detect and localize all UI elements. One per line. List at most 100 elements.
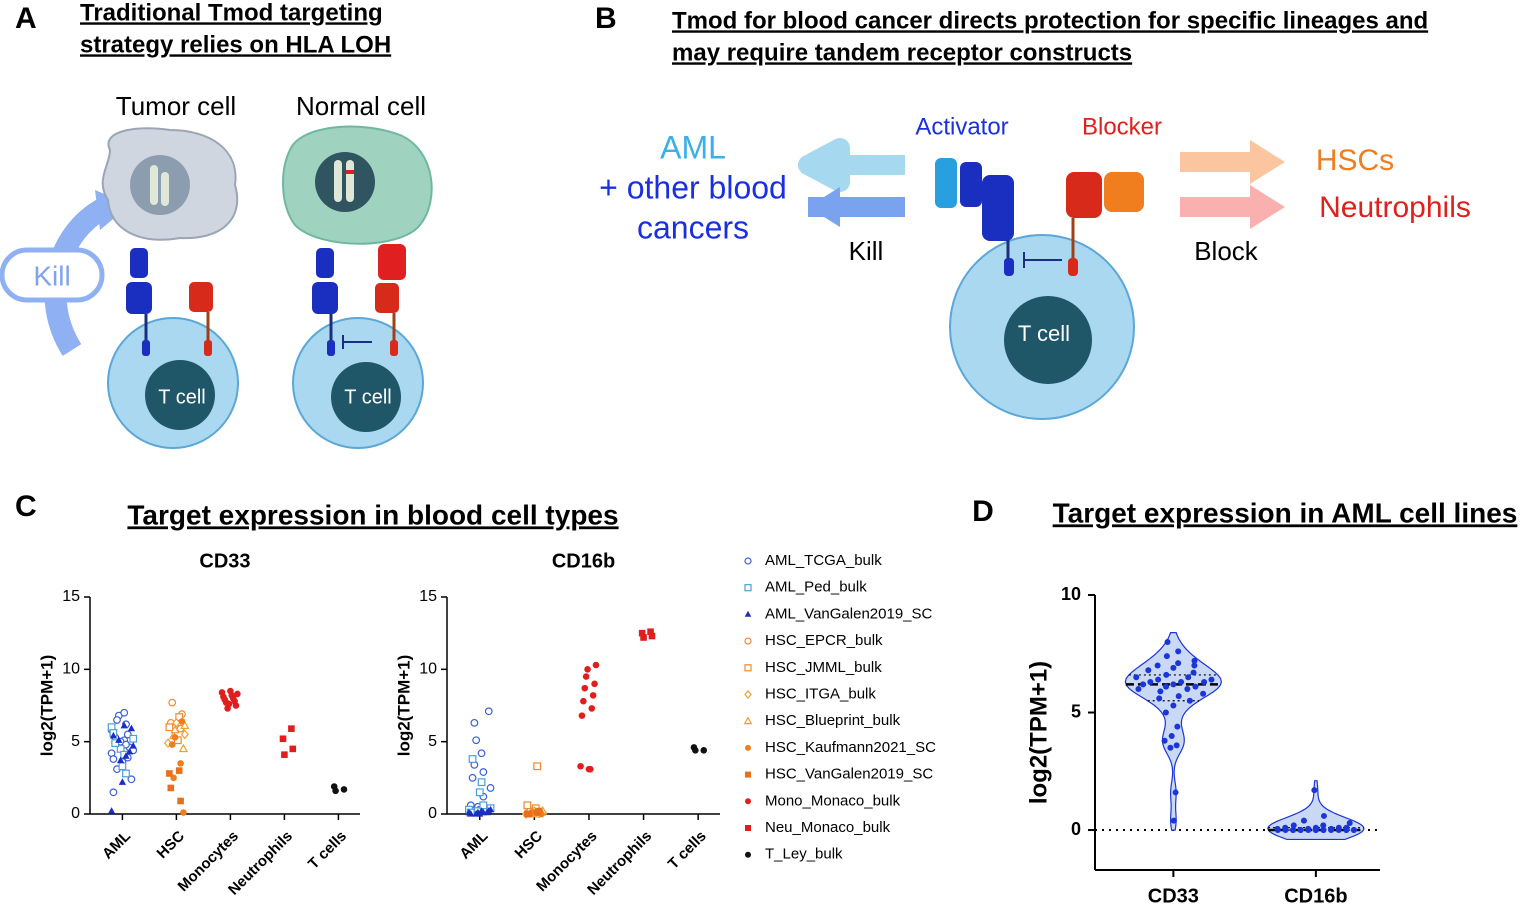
y-axis-label: log2(TPM+1)	[37, 655, 56, 757]
data-point	[1297, 827, 1304, 834]
data-point	[1174, 723, 1181, 730]
data-point	[648, 632, 656, 640]
data-point	[1282, 827, 1289, 834]
data-point	[1170, 681, 1177, 688]
data-point	[1190, 669, 1197, 676]
data-point	[1168, 733, 1175, 740]
data-point	[1156, 695, 1163, 702]
data-point	[472, 736, 481, 745]
receptor-label: Activator	[915, 113, 1008, 140]
data-point	[1170, 817, 1177, 824]
data-point	[1173, 742, 1180, 749]
data-point	[1175, 648, 1182, 655]
data-point	[582, 673, 590, 680]
data-point	[129, 742, 137, 749]
data-point	[1135, 686, 1142, 693]
data-point	[1305, 827, 1312, 834]
data-point	[640, 634, 647, 641]
data-point	[479, 801, 488, 810]
data-point	[177, 760, 184, 767]
data-point	[122, 752, 130, 759]
data-point	[588, 705, 596, 712]
data-point	[167, 784, 175, 792]
legend-marker	[744, 557, 752, 565]
x-tick-label: T cells	[665, 828, 710, 873]
data-point	[587, 765, 594, 773]
data-point	[1170, 664, 1177, 671]
data-point	[523, 801, 532, 810]
data-point	[1184, 686, 1191, 693]
data-point	[477, 778, 486, 787]
data-point	[177, 797, 184, 805]
data-point	[1320, 812, 1327, 819]
data-point	[700, 747, 708, 754]
data-point	[475, 788, 484, 797]
x-tick-label: CD33	[1148, 885, 1199, 907]
panel-title: Target expression in blood cell types	[127, 499, 618, 530]
data-point	[232, 702, 240, 709]
data-point	[647, 628, 654, 636]
data-point	[115, 736, 123, 743]
data-point	[1155, 676, 1162, 683]
legend-label: HSC_VanGalen2019_SC	[765, 766, 933, 783]
data-point	[166, 770, 173, 777]
legend-label: T_Ley_bulk	[765, 846, 843, 863]
data-point	[533, 762, 542, 771]
panel-label: D	[972, 495, 994, 528]
data-point	[1343, 827, 1350, 834]
x-tick-label: CD16b	[1284, 885, 1347, 907]
legend-label: HSC_Blueprint_bulk	[765, 712, 901, 729]
data-point	[332, 787, 339, 795]
data-point	[107, 807, 116, 814]
data-point	[180, 809, 187, 816]
data-point	[589, 692, 597, 699]
data-point	[577, 762, 584, 770]
data-point	[1133, 674, 1140, 681]
cell-label: T cell	[158, 386, 205, 408]
data-point	[1312, 827, 1319, 834]
y-axis-label: log2(TPM+1)	[394, 655, 413, 757]
target-label: + other blood	[599, 169, 787, 205]
x-tick-label: AML	[456, 828, 491, 863]
data-point	[578, 712, 586, 719]
data-point	[122, 769, 130, 778]
data-point	[1172, 789, 1179, 796]
y-tick-label: 0	[428, 805, 437, 822]
data-point	[1185, 674, 1192, 681]
data-point	[479, 768, 488, 776]
kill-label: Kill	[33, 260, 70, 291]
data-point	[1163, 653, 1170, 660]
cell-label: T cell	[344, 386, 391, 408]
data-point	[468, 773, 477, 782]
data-point	[1200, 690, 1207, 697]
data-point	[1140, 681, 1147, 688]
data-point	[1147, 678, 1154, 685]
legend-label: HSC_ITGA_bulk	[765, 685, 876, 702]
data-point	[467, 810, 475, 817]
data-point	[168, 741, 176, 748]
y-tick-label: 5	[428, 733, 437, 750]
data-point	[109, 788, 118, 797]
cell-label: Normal cell	[296, 91, 426, 121]
panel-label: B	[595, 2, 617, 35]
data-point	[1161, 737, 1168, 744]
legend-label: HSC_JMML_bulk	[765, 659, 882, 676]
data-point	[178, 718, 186, 725]
legend-label: AML_TCGA_bulk	[765, 552, 882, 569]
data-point	[525, 810, 533, 818]
data-point	[1186, 697, 1193, 704]
legend-marker	[744, 689, 752, 700]
y-tick-label: 10	[1061, 584, 1081, 604]
data-point	[171, 734, 179, 741]
data-point	[1191, 657, 1198, 664]
data-point	[116, 756, 125, 764]
data-point	[1320, 827, 1327, 834]
legend-label: Mono_Monaco_bulk	[765, 792, 901, 809]
legend-marker	[744, 584, 752, 592]
data-point	[118, 762, 127, 771]
data-point	[1163, 683, 1170, 690]
data-point	[468, 755, 477, 763]
data-point	[279, 735, 287, 743]
data-point	[129, 734, 138, 743]
panel-title: Target expression in AML cell lines	[1053, 497, 1518, 528]
